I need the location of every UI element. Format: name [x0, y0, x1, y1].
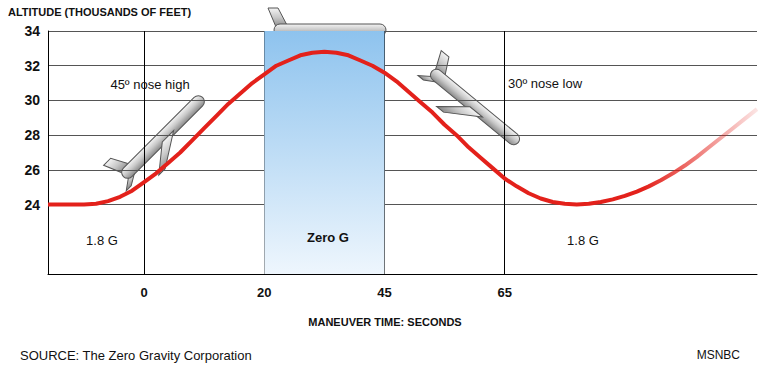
svg-text:1.8 G: 1.8 G [86, 233, 118, 248]
svg-text:34: 34 [24, 23, 40, 39]
svg-text:28: 28 [24, 127, 40, 143]
svg-text:26: 26 [24, 162, 40, 178]
svg-text:MANEUVER TIME: SECONDS: MANEUVER TIME: SECONDS [308, 316, 461, 328]
svg-text:65: 65 [497, 285, 511, 300]
svg-text:ALTITUDE (THOUSANDS OF FEET): ALTITUDE (THOUSANDS OF FEET) [8, 6, 191, 18]
svg-text:45: 45 [377, 285, 391, 300]
svg-text:MSNBC: MSNBC [697, 348, 741, 362]
svg-text:30: 30 [24, 92, 40, 108]
svg-text:45º nose high: 45º nose high [110, 77, 189, 92]
svg-text:1.8 G: 1.8 G [567, 233, 599, 248]
svg-text:SOURCE: The Zero Gravity Corpo: SOURCE: The Zero Gravity Corporation [20, 348, 252, 363]
svg-text:24: 24 [24, 197, 40, 213]
svg-text:0: 0 [141, 285, 148, 300]
svg-text:Zero G: Zero G [307, 230, 349, 245]
svg-text:30º nose low: 30º nose low [508, 76, 583, 91]
svg-text:20: 20 [257, 285, 271, 300]
svg-text:32: 32 [24, 58, 40, 74]
